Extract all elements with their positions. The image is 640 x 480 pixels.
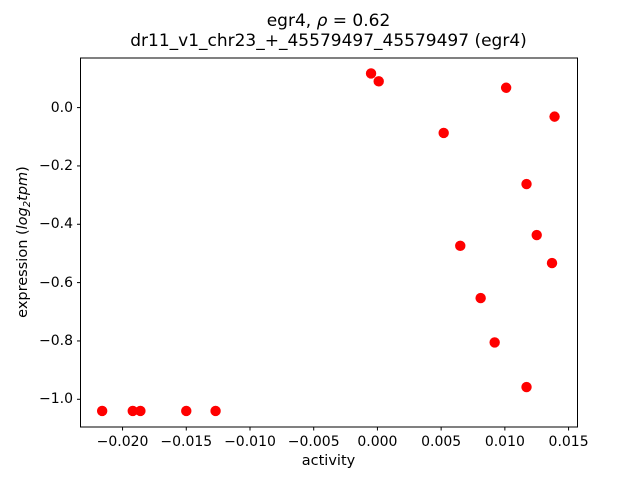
y-tick-label: −0.8: [39, 332, 73, 349]
scatter-point: [546, 257, 558, 269]
scatter-point: [365, 68, 377, 79]
scatter-point: [521, 178, 532, 190]
plot-frame: [80, 57, 578, 428]
rho-symbol: ρ: [316, 11, 328, 31]
chart-title-prefix: egr4,: [266, 11, 317, 31]
x-tick-label: −0.015: [160, 434, 213, 450]
y-tick-label: −1.0: [39, 391, 73, 408]
x-tick-label: 0.015: [548, 434, 589, 450]
scatter-point: [181, 405, 192, 417]
scatter-point: [210, 405, 221, 417]
scatter-point: [549, 111, 560, 122]
scatter-point: [500, 82, 512, 93]
x-tick-label: −0.010: [224, 434, 276, 450]
title-block: egr4, ρ = 0.62 dr11_v1_chr23_+_45579497_…: [80, 11, 577, 51]
scatter-point: [531, 229, 542, 241]
scatter-point: [373, 76, 384, 87]
scatter-point: [96, 405, 108, 417]
chart-title: egr4, ρ = 0.62: [80, 11, 577, 31]
x-tick-label: 0.005: [421, 434, 462, 450]
scatter-point: [521, 381, 532, 393]
scatter-point: [127, 405, 138, 417]
x-axis-label: activity: [301, 453, 356, 469]
y-axis-label-tpm: tpm: [15, 171, 31, 201]
chart-title-value: = 0.62: [327, 11, 391, 31]
scatter-point: [455, 240, 466, 252]
chart-subtitle: dr11_v1_chr23_+_45579497_45579497 (egr4): [130, 31, 527, 51]
x-tick-label: −0.005: [287, 434, 340, 450]
x-tick-label: −0.020: [96, 434, 149, 450]
x-tick-label: 0.010: [484, 434, 525, 450]
y-axis-label-log-base: 2: [22, 200, 33, 208]
y-tick-label: 0.0: [50, 99, 73, 116]
x-tick-label: 0.000: [357, 434, 398, 450]
scatter-point: [438, 127, 449, 139]
y-tick-label: −0.2: [39, 157, 73, 174]
y-tick-label: −0.6: [39, 274, 73, 291]
scatter-point: [135, 405, 146, 417]
scatter-point: [475, 292, 486, 304]
y-tick-label: −0.4: [39, 216, 73, 233]
scatter-point: [489, 337, 500, 348]
